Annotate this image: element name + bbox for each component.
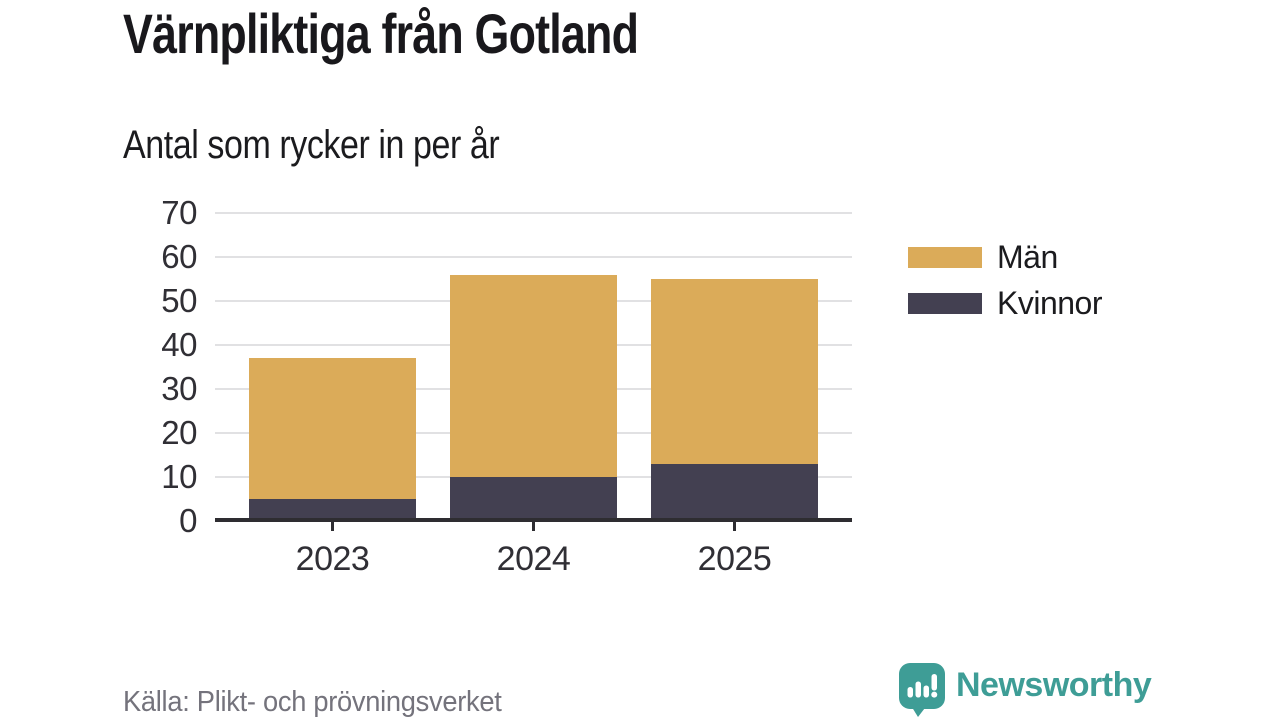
newsworthy-logo[interactable]: Newsworthy (898, 663, 1152, 717)
legend-swatch-man-icon (908, 246, 982, 268)
y-tick-label-10: 10 (161, 458, 197, 495)
grid-line-60 (215, 256, 852, 258)
y-tick-label-40: 40 (161, 326, 197, 363)
x-axis-line (215, 518, 852, 522)
y-tick-label-60: 60 (161, 238, 197, 275)
x-tick-label-2025: 2025 (697, 540, 772, 578)
legend-swatch-kvinnor-icon (908, 292, 982, 314)
y-tick-label-0: 0 (179, 502, 197, 539)
bar-kvinnor-2024 (450, 477, 617, 521)
plot-area (215, 212, 852, 531)
bar-kvinnor-2023 (249, 499, 416, 521)
newsworthy-wordmark: Newsworthy (956, 666, 1152, 704)
legend-label-kvinnor: Kvinnor (997, 285, 1103, 321)
bar-män-2025 (651, 279, 818, 464)
bar-kvinnor-2025 (651, 463, 818, 521)
grid-line-70 (215, 212, 852, 214)
x-tick-label-2024: 2024 (496, 540, 571, 578)
y-tick-label-20: 20 (161, 414, 197, 451)
legend-item-man: Män (908, 239, 1102, 275)
bar-män-2024 (450, 274, 617, 477)
chart-title: Värnpliktiga från Gotland (123, 2, 639, 65)
bar-män-2023 (249, 358, 416, 499)
y-tick-label-30: 30 (161, 370, 197, 407)
x-tick-2023 (331, 522, 334, 531)
speech-bubble-bar-chart-icon (899, 663, 945, 717)
legend: Män Kvinnor (908, 239, 1103, 338)
y-tick-label-50: 50 (161, 282, 197, 319)
x-tick-2025 (733, 522, 736, 531)
y-tick-label-70: 70 (161, 194, 197, 231)
x-tick-label-2023: 2023 (295, 540, 370, 578)
source-caption: Källa: Plikt- och prövningsverket (123, 686, 502, 718)
legend-item-kvinnor: Kvinnor (908, 285, 1103, 321)
legend-label-man: Män (997, 239, 1058, 275)
x-tick-2024 (532, 522, 535, 531)
chart-subtitle: Antal som rycker in per år (123, 123, 500, 167)
